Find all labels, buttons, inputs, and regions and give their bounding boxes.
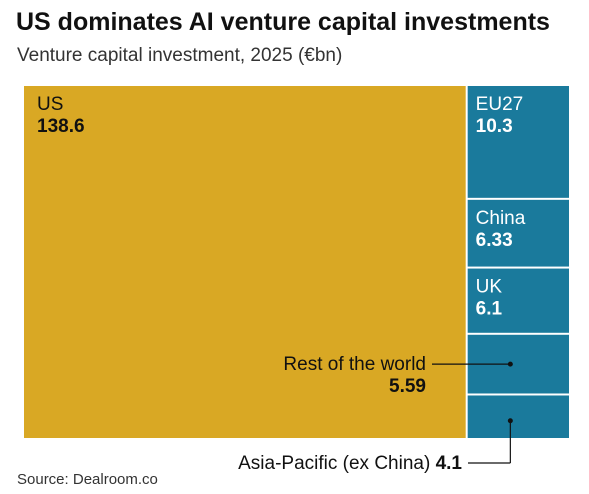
- value-us: 138.6: [37, 116, 85, 137]
- tile-china: [467, 199, 569, 267]
- label-asia-pacific-ex-china: Asia-Pacific (ex China) 4.1: [238, 453, 462, 474]
- label-uk: UK: [476, 277, 503, 298]
- label-rest-of-the-world: Rest of the world: [283, 354, 426, 375]
- tile-eu27: [467, 86, 569, 198]
- label-china: China: [476, 208, 526, 229]
- leader-dot-asia-pacific-ex-china: [507, 418, 513, 424]
- tile-us: [24, 86, 466, 438]
- chart-subtitle: Venture capital investment, 2025 (€bn): [17, 45, 343, 66]
- value-china: 6.33: [476, 230, 513, 251]
- tile-asia-pacific-ex-china: [467, 395, 569, 438]
- value-asia-pacific-ex-china: 4.1: [436, 453, 463, 474]
- value-rest-of-the-world: 5.59: [389, 376, 426, 397]
- source-note: Source: Dealroom.co: [17, 471, 158, 488]
- value-uk: 6.1: [476, 299, 503, 320]
- label-us: US: [37, 94, 63, 115]
- chart-title: US dominates AI venture capital investme…: [16, 8, 550, 36]
- leader-dot-rest-of-the-world: [507, 361, 513, 367]
- tile-uk: [467, 268, 569, 333]
- value-eu27: 10.3: [476, 116, 513, 137]
- label-name-asia-pacific-ex-china: Asia-Pacific (ex China): [238, 453, 435, 474]
- label-eu27: EU27: [476, 94, 524, 115]
